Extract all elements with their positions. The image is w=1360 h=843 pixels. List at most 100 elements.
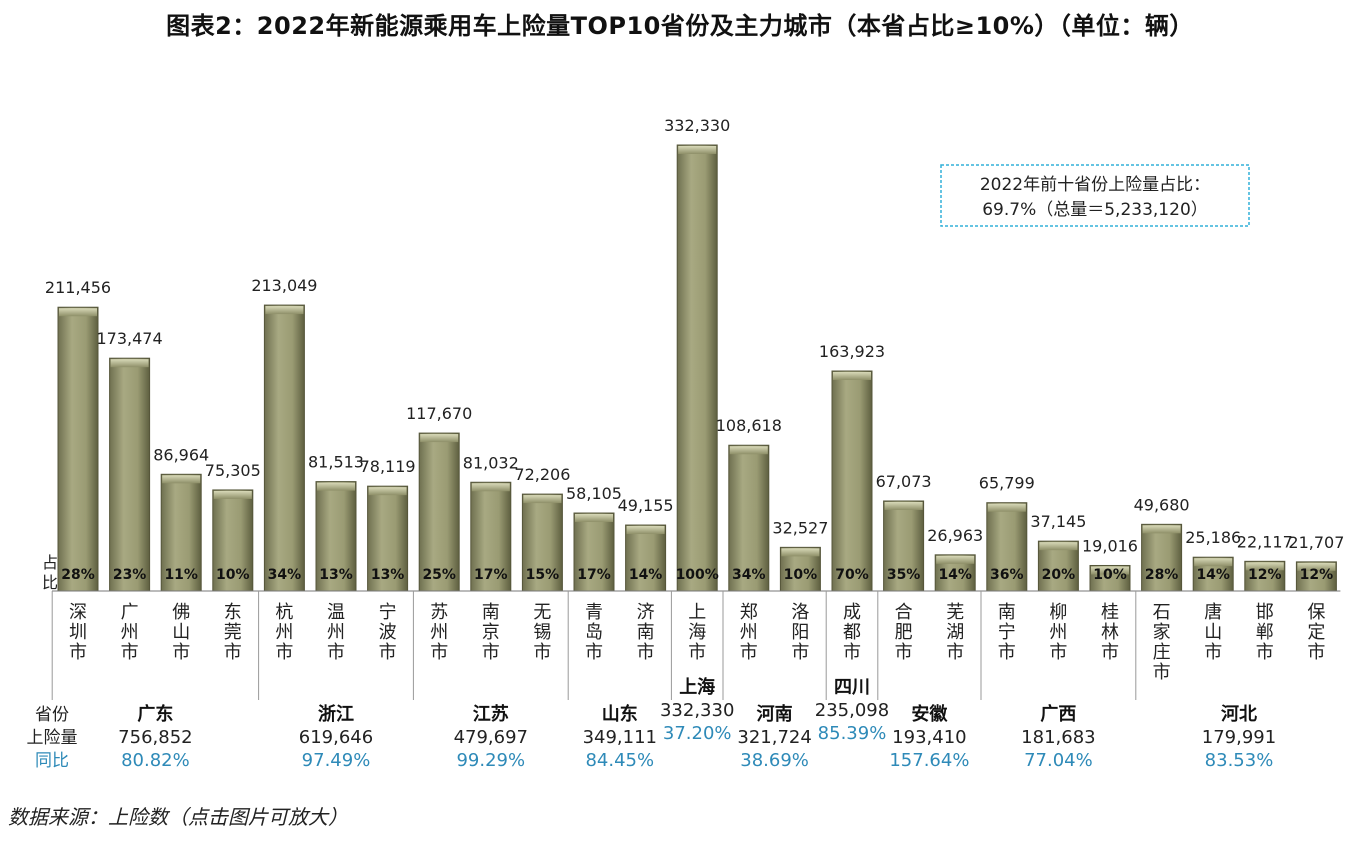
bar-无锡市 bbox=[521, 493, 563, 592]
bar-cap-东莞市 bbox=[213, 490, 252, 499]
axis-layer bbox=[51, 590, 1341, 700]
value-label-广州市: 173,474 bbox=[97, 329, 163, 348]
bar-cap-佛山市 bbox=[162, 475, 201, 484]
province-name-河南: 河南 bbox=[757, 703, 793, 725]
city-label-广州市: 广州市 bbox=[121, 602, 139, 663]
value-label-无锡市: 72,206 bbox=[514, 465, 570, 484]
value-label-石家庄市: 49,680 bbox=[1134, 495, 1190, 514]
city-label-南京市: 南京市 bbox=[482, 602, 500, 663]
value-label-保定市: 21,707 bbox=[1288, 533, 1344, 552]
share-label-广州市: 23% bbox=[113, 567, 147, 583]
bar-cap-芜湖市 bbox=[936, 555, 975, 564]
chart-title: 图表2：2022年新能源乘用车上险量TOP10省份及主力城市（本省占比≥10%）… bbox=[166, 12, 1194, 40]
bar-青岛市 bbox=[573, 512, 615, 592]
bar-cap-洛阳市 bbox=[781, 548, 820, 557]
province-yoy-浙江: 97.49% bbox=[302, 750, 371, 771]
share-label-宁波市: 13% bbox=[371, 567, 405, 583]
row-label-yoy: 同比 bbox=[35, 751, 69, 771]
value-label-柳州市: 37,145 bbox=[1030, 512, 1086, 531]
city-label-成都市: 成都市 bbox=[843, 602, 861, 663]
share-label-深圳市: 28% bbox=[61, 567, 95, 583]
bar-苏州市 bbox=[418, 432, 460, 592]
bar-cap-南京市 bbox=[471, 483, 510, 492]
share-axis-label: 占比 bbox=[42, 553, 58, 592]
share-label-邯郸市: 12% bbox=[1248, 567, 1282, 583]
value-label-青岛市: 58,105 bbox=[566, 484, 622, 503]
bar-郑州市 bbox=[728, 444, 770, 592]
city-label-深圳市: 深圳市 bbox=[69, 602, 87, 663]
province-volume-上海: 332,330 bbox=[660, 700, 734, 721]
value-label-深圳市: 211,456 bbox=[45, 278, 111, 297]
value-label-南京市: 81,032 bbox=[463, 453, 519, 472]
bar-cap-上海市 bbox=[678, 146, 717, 154]
bar-cap-石家庄市 bbox=[1142, 525, 1181, 534]
row-label-province: 省份 bbox=[35, 705, 69, 725]
share-label-成都市: 70% bbox=[835, 567, 869, 583]
city-label-柳州市: 柳州市 bbox=[1049, 602, 1067, 663]
bar-cap-青岛市 bbox=[575, 514, 613, 523]
city-label-合肥市: 合肥市 bbox=[895, 602, 913, 663]
bars-layer bbox=[57, 144, 1337, 592]
province-yoy-河北: 83.53% bbox=[1205, 750, 1274, 771]
province-name-广东: 广东 bbox=[137, 703, 173, 725]
share-label-无锡市: 15% bbox=[526, 567, 560, 583]
bar-上海市 bbox=[676, 144, 718, 592]
share-label-洛阳市: 10% bbox=[784, 567, 818, 583]
value-label-合肥市: 67,073 bbox=[876, 472, 932, 491]
province-name-安徽: 安徽 bbox=[911, 703, 948, 725]
share-label-郑州市: 34% bbox=[732, 567, 766, 583]
province-yoy-安徽: 157.64% bbox=[889, 750, 969, 771]
share-label-保定市: 12% bbox=[1300, 567, 1334, 583]
share-label-合肥市: 35% bbox=[887, 567, 921, 583]
province-volume-广东: 756,852 bbox=[118, 727, 192, 748]
share-label-东莞市: 10% bbox=[216, 567, 250, 583]
bar-cap-柳州市 bbox=[1039, 542, 1078, 551]
city-label-宁波市: 宁波市 bbox=[379, 602, 397, 663]
city-label-温州市: 温州市 bbox=[327, 602, 345, 663]
note-line-1: 2022年前十省份上险量占比： bbox=[980, 175, 1210, 195]
bar-cap-杭州市 bbox=[265, 306, 304, 315]
city-label-上海市: 上海市 bbox=[688, 602, 706, 663]
bar-深圳市 bbox=[57, 306, 99, 592]
province-yoy-四川: 85.39% bbox=[818, 723, 887, 744]
province-yoy-广西: 77.04% bbox=[1024, 750, 1093, 771]
value-label-郑州市: 108,618 bbox=[716, 416, 782, 435]
bar-南京市 bbox=[470, 481, 512, 592]
share-label-佛山市: 11% bbox=[164, 567, 198, 583]
city-label-青岛市: 青岛市 bbox=[585, 602, 603, 663]
province-yoy-河南: 38.69% bbox=[740, 750, 809, 771]
province-volume-江苏: 479,697 bbox=[454, 727, 528, 748]
province-volume-安徽: 193,410 bbox=[892, 727, 966, 748]
province-volume-河北: 179,991 bbox=[1202, 727, 1276, 748]
province-yoy-广东: 80.82% bbox=[121, 750, 190, 771]
bar-cap-南宁市 bbox=[987, 503, 1026, 512]
bar-cap-济南市 bbox=[626, 526, 665, 535]
share-label-桂林市: 10% bbox=[1093, 567, 1127, 583]
province-name-浙江: 浙江 bbox=[318, 703, 354, 725]
bar-cap-成都市 bbox=[833, 372, 871, 381]
share-label-青岛市: 17% bbox=[577, 567, 611, 583]
bar-cap-苏州市 bbox=[420, 434, 459, 443]
value-label-桂林市: 19,016 bbox=[1082, 536, 1138, 555]
share-label-芜湖市: 14% bbox=[938, 567, 972, 583]
value-label-杭州市: 213,049 bbox=[251, 276, 317, 295]
bar-广州市 bbox=[109, 357, 151, 592]
city-label-杭州市: 杭州市 bbox=[275, 602, 293, 663]
bar-杭州市 bbox=[263, 304, 305, 592]
bar-成都市 bbox=[831, 370, 873, 592]
bar-济南市 bbox=[625, 524, 667, 592]
value-label-南宁市: 65,799 bbox=[979, 474, 1035, 493]
city-label-郑州市: 郑州市 bbox=[740, 602, 758, 663]
bar-cap-合肥市 bbox=[884, 501, 923, 510]
share-label-杭州市: 34% bbox=[268, 567, 302, 583]
note-box: 2022年前十省份上险量占比： 69.7%（总量＝5,233,120） bbox=[940, 164, 1250, 227]
bar-cap-邯郸市 bbox=[1245, 562, 1284, 571]
share-label-石家庄市: 28% bbox=[1145, 567, 1179, 583]
province-volume-四川: 235,098 bbox=[815, 700, 889, 721]
bar-宁波市 bbox=[367, 485, 409, 592]
bar-合肥市 bbox=[883, 500, 925, 592]
city-label-洛阳市: 洛阳市 bbox=[791, 602, 809, 663]
city-label-东莞市: 东莞市 bbox=[224, 602, 242, 663]
source-note: 数据来源：上险数（点击图片可放大） bbox=[8, 805, 348, 829]
city-label-南宁市: 南宁市 bbox=[998, 602, 1016, 663]
